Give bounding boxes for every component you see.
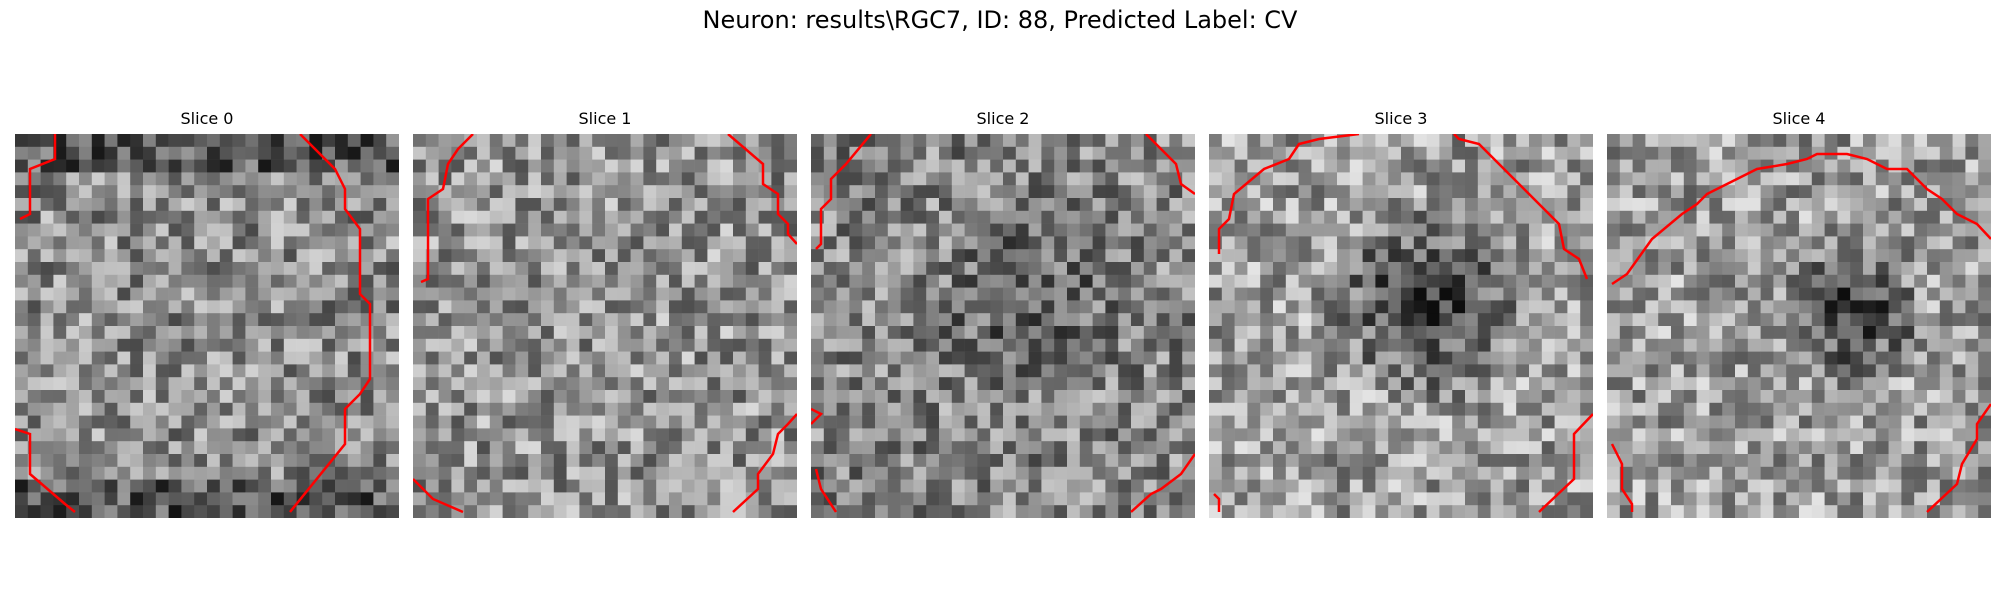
contour-line: [1538, 413, 1593, 513]
contour-line: [1453, 134, 1589, 280]
slice-image: [413, 134, 797, 518]
contour-line: [815, 134, 872, 250]
slice-panel-3: Slice 3: [1209, 108, 1593, 518]
figure-title: Neuron: results\RGC7, ID: 88, Predicted …: [702, 6, 1298, 34]
contour-line: [814, 468, 838, 513]
contour-line: [413, 478, 464, 514]
slice-title: Slice 3: [1374, 109, 1428, 128]
slice-title: Slice 0: [180, 109, 234, 128]
slice-panel-4: Slice 4: [1607, 108, 1991, 518]
contour-line: [1213, 493, 1221, 512]
slice-title: Slice 2: [976, 109, 1030, 128]
slice-title: Slice 4: [1772, 109, 1826, 128]
contour-line: [1217, 134, 1360, 254]
contour-line: [1610, 443, 1634, 512]
slice-image: [15, 134, 399, 518]
contour-line: [1611, 152, 1991, 286]
contour-line: [732, 413, 797, 513]
slice-panel-1: Slice 1: [413, 108, 797, 518]
contour-line: [15, 427, 76, 513]
slice-image: [1209, 134, 1593, 518]
contour-line: [420, 134, 474, 284]
contour-line: [289, 134, 372, 513]
contour-line: [811, 407, 824, 425]
contour-line: [727, 134, 797, 245]
contour-line: [19, 134, 57, 221]
contour-line: [1926, 403, 1991, 513]
slice-image: [1607, 134, 1991, 518]
contour-line: [1130, 453, 1195, 513]
slice-image: [811, 134, 1195, 518]
slice-title: Slice 1: [578, 109, 632, 128]
contour-line: [1145, 134, 1195, 196]
slice-panel-2: Slice 2: [811, 108, 1195, 518]
slice-panel-0: Slice 0: [15, 108, 399, 518]
